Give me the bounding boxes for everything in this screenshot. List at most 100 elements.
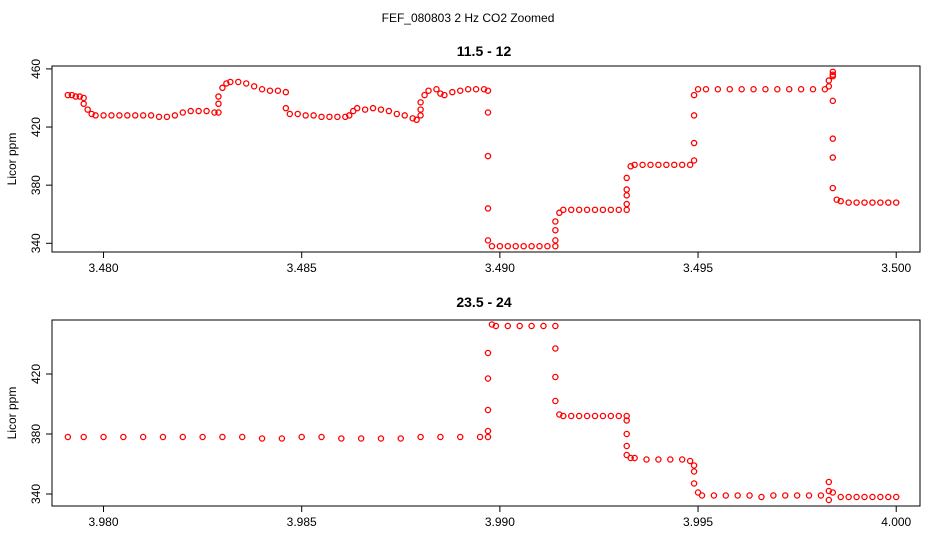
data-point [734,492,741,499]
data-point [294,110,301,118]
data-point [623,417,630,424]
data-point [861,493,868,501]
data-point [615,206,623,214]
data-point [353,104,361,112]
data-point [690,157,698,164]
data-point [92,112,99,119]
data-point [120,433,127,441]
data-point [437,433,444,441]
data-point [488,242,496,250]
data-point [357,435,365,442]
data-point [615,412,623,420]
data-point [80,100,87,108]
panel-1-y-tick-label: 340 [29,233,43,253]
data-point [484,152,492,160]
data-point [639,161,646,169]
data-point [560,206,567,214]
data-point [671,161,678,169]
data-point [528,322,535,330]
data-point [861,199,868,206]
data-point [877,199,884,206]
panel-2-y-tick-label: 340 [29,484,43,504]
data-point [84,106,91,113]
data-point [417,106,424,113]
data-point [583,412,591,420]
data-point [552,345,559,352]
data-point [377,106,385,113]
data-point [108,112,115,119]
data-point [195,107,202,115]
data-point [655,456,662,463]
data-point [825,77,833,84]
panel-1-y-tick-label: 380 [29,175,43,195]
data-point [385,107,393,115]
data-point [869,493,876,501]
data-point [278,435,286,442]
data-point [139,112,147,119]
data-point [552,218,559,225]
panel-2-x-tick-label: 3.995 [683,515,713,529]
data-point [643,456,650,463]
data-point [667,456,674,463]
data-point [829,184,837,192]
data-point [215,100,222,108]
data-point [623,442,630,450]
data-point [690,91,698,99]
data-point [575,412,583,420]
data-point [147,112,155,119]
data-point [480,86,488,93]
data-point [702,86,710,93]
data-point [623,174,630,182]
data-point [877,493,884,501]
data-point [825,478,833,486]
data-point [88,110,95,118]
data-point [484,433,492,441]
data-point [199,433,206,441]
data-point [829,154,837,161]
data-point [837,493,844,501]
data-point [714,86,722,93]
panel-1-data-points [64,68,900,250]
data-point [100,112,107,119]
data-point [155,113,163,121]
data-point [829,97,837,105]
data-point [211,109,218,116]
data-point [770,492,777,499]
data-point [215,93,222,100]
chart-panel-1: 11.5 - 12 Licor ppm 3.480 3.485 3.490 3.495… [5,43,921,275]
data-point [567,206,575,214]
data-point [552,242,559,250]
data-point [623,200,630,208]
panel-2-y-tick-label: 380 [29,424,43,444]
data-point [774,86,781,93]
data-point [318,433,325,441]
data-point [163,113,171,121]
panel-1-x-tick-label: 3.495 [683,261,713,275]
panel-2-y-axis: 340 380 420 [29,364,52,504]
data-point [496,242,504,250]
panel-1-title: 11.5 - 12 [457,43,512,59]
data-point [690,468,698,475]
panel-2-x-axis: 3.980 3.985 3.990 3.995 4.000 [89,506,912,529]
data-point [556,411,563,418]
panel-1-x-tick-label: 3.485 [287,261,317,275]
data-point [397,435,405,442]
data-point [187,107,194,115]
panel-2-x-tick-label: 3.990 [485,515,515,529]
data-point [785,86,793,93]
data-point [623,192,630,199]
data-point [238,433,246,441]
data-point [694,86,702,93]
panel-1-x-tick-label: 3.480 [89,261,119,275]
panel-2-data-points [64,321,900,504]
data-point [318,113,325,121]
data-point [258,435,266,442]
data-point [552,237,559,244]
data-point [663,161,670,169]
data-point [235,78,242,86]
panel-2-title: 23.5 - 24 [456,294,511,310]
data-point [694,489,702,496]
data-point [599,412,607,420]
data-point [437,90,444,97]
data-point [845,493,852,501]
